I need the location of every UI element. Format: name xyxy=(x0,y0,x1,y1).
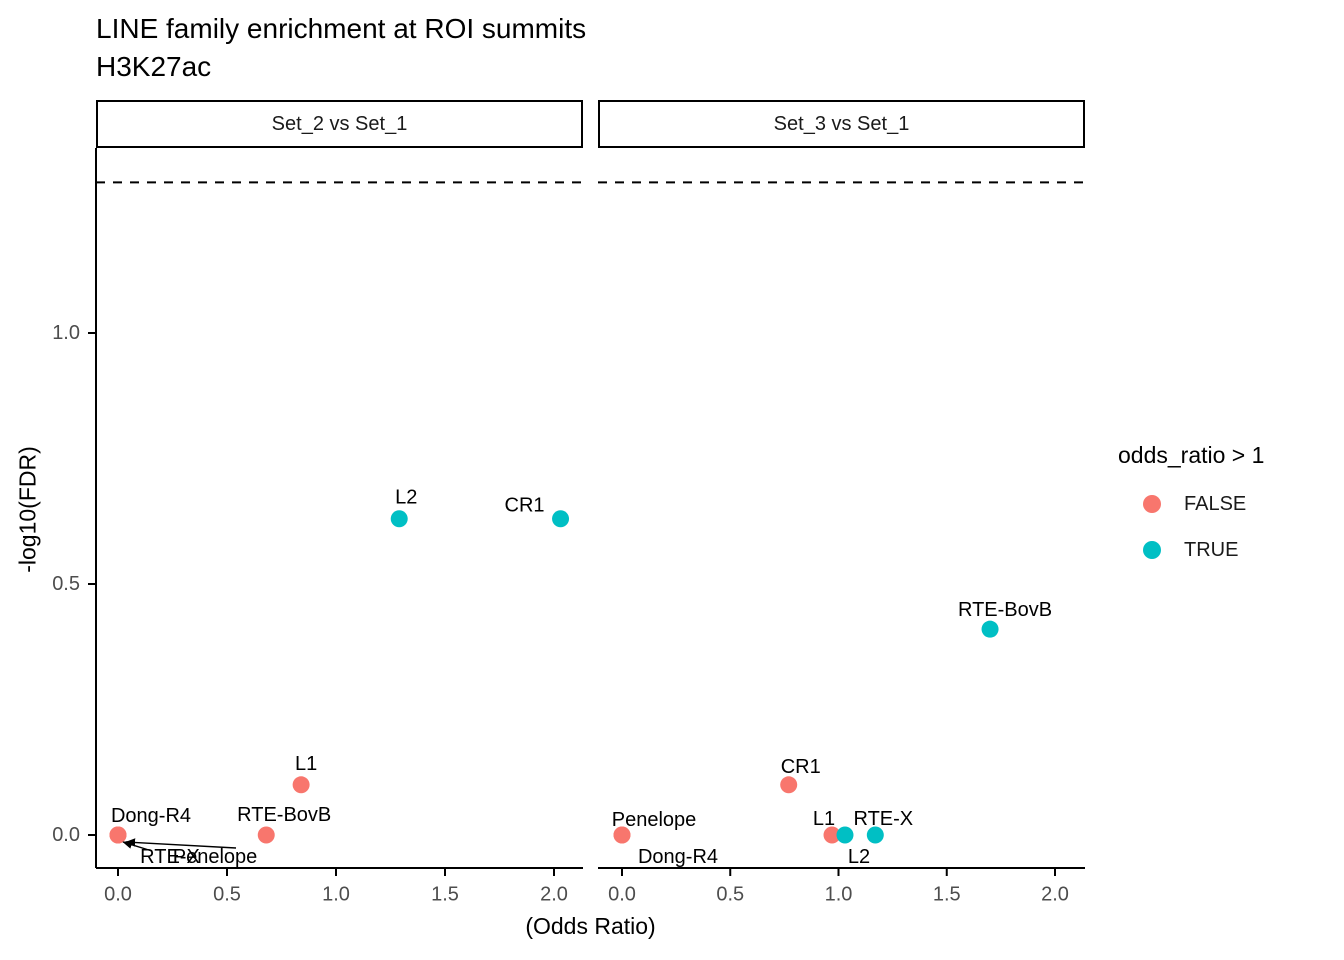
x-tick-label: 1.5 xyxy=(431,884,459,906)
chart-subtitle: H3K27ac xyxy=(96,51,212,82)
data-point-dong-r4 xyxy=(613,826,631,844)
x-tick-label: 0.5 xyxy=(213,884,241,906)
point-label-l1: L1 xyxy=(295,753,317,775)
point-label-rte-bovb: RTE-BovB xyxy=(958,599,1052,621)
legend-title: odds_ratio > 1 xyxy=(1118,442,1265,468)
point-label-rte-bovb: RTE-BovB xyxy=(237,804,331,826)
legend-item-true: TRUE xyxy=(1118,539,1264,561)
label-leader-line xyxy=(125,838,237,849)
legend-label-false: FALSE xyxy=(1184,492,1247,515)
facet-strip-set2-vs-set1: Set_2 vs Set_1 xyxy=(96,100,583,148)
y-tick-label: 1.0 xyxy=(52,322,80,344)
data-point-rte-x xyxy=(866,826,884,844)
data-point-l2 xyxy=(390,510,408,528)
x-axis-title: (Odds Ratio) xyxy=(525,913,656,939)
x-tick-label: 0.0 xyxy=(104,884,132,906)
facet-strip-set3-vs-set1: Set_3 vs Set_1 xyxy=(598,100,1085,148)
x-tick-label: 2.0 xyxy=(1041,884,1069,906)
facet-strip-label: Set_3 vs Set_1 xyxy=(773,112,910,135)
point-label-dong-r4: Dong-R4 xyxy=(638,846,718,868)
y-tick-label: 0.0 xyxy=(52,824,80,846)
point-label-cr1: CR1 xyxy=(781,756,821,778)
y-axis-title: -log10(FDR) xyxy=(14,446,41,573)
legend-label-true: TRUE xyxy=(1184,538,1239,561)
point-label-rte-x: RTE-X xyxy=(140,846,200,868)
y-tick-label: 0.5 xyxy=(52,573,80,595)
data-point-l2 xyxy=(836,826,854,844)
point-label-penelope: Penelope xyxy=(173,846,258,868)
x-tick-label: 1.5 xyxy=(933,884,961,906)
x-tick-label: 2.0 xyxy=(540,884,568,906)
point-label-dong-r4: Dong-R4 xyxy=(111,805,191,827)
legend-swatch-false-icon xyxy=(1143,495,1161,513)
data-point-l1 xyxy=(292,776,310,794)
data-point-cr1 xyxy=(552,510,570,528)
data-point-l1 xyxy=(823,826,841,844)
point-label-l2: L2 xyxy=(848,846,870,868)
x-tick-label: 1.0 xyxy=(322,884,350,906)
data-point-rte-bovb xyxy=(981,620,999,638)
x-tick-label: 0.0 xyxy=(608,884,636,906)
point-label-penelope: Penelope xyxy=(612,809,697,831)
data-point-penelope xyxy=(109,826,127,844)
legend: odds_ratio > 1 FALSE TRUE xyxy=(1118,442,1264,585)
point-label-cr1: CR1 xyxy=(505,495,545,517)
point-label-l1: L1 xyxy=(813,808,835,830)
chart-title: LINE family enrichment at ROI summits xyxy=(96,13,587,44)
x-tick-label: 0.5 xyxy=(716,884,744,906)
legend-item-false: FALSE xyxy=(1118,493,1264,515)
legend-swatch-true-icon xyxy=(1143,541,1161,559)
data-point-rte-bovb xyxy=(257,826,275,844)
facet-strip-label: Set_2 vs Set_1 xyxy=(271,112,408,135)
point-label-rte-x: RTE-X xyxy=(853,808,913,830)
x-tick-label: 1.0 xyxy=(825,884,853,906)
data-point-cr1 xyxy=(780,776,798,794)
point-label-l2: L2 xyxy=(395,487,417,509)
